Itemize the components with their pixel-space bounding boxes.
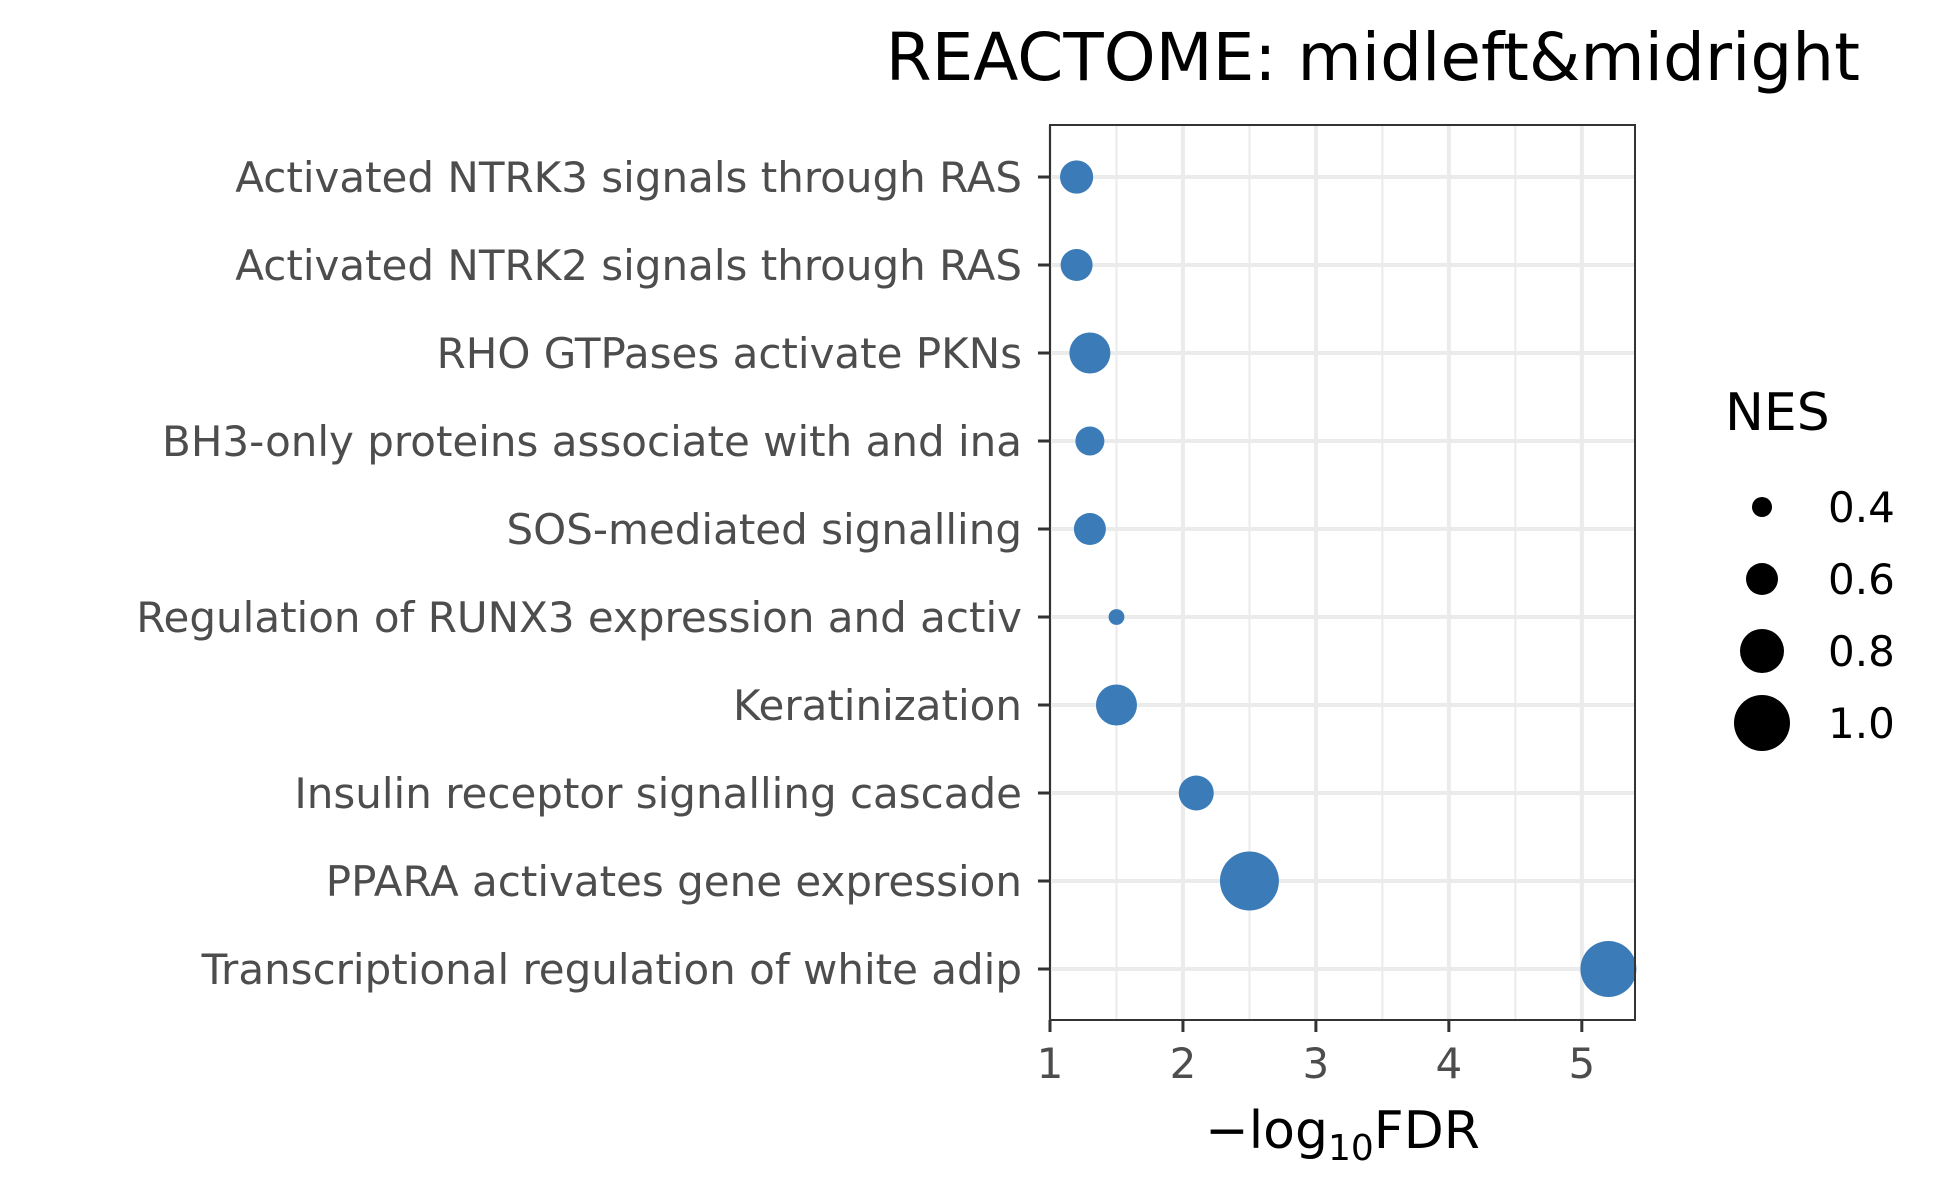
data-point bbox=[1219, 851, 1279, 911]
x-tick-label: 1 bbox=[1037, 1039, 1064, 1088]
data-point bbox=[1178, 775, 1214, 811]
x-axis-title: −log10FDR bbox=[1205, 1101, 1480, 1169]
y-tick-label: Activated NTRK3 signals through RAS bbox=[235, 153, 1022, 202]
data-point bbox=[1069, 332, 1111, 374]
y-tick-label: Insulin receptor signalling cascade bbox=[294, 769, 1022, 818]
y-tick-label: Regulation of RUNX3 expression and activ bbox=[136, 593, 1022, 642]
data-point bbox=[1073, 513, 1106, 545]
legend-key bbox=[1734, 695, 1790, 751]
y-tick-label: PPARA activates gene expression bbox=[326, 857, 1022, 906]
plot-panel bbox=[1050, 125, 1635, 1020]
y-tick-label: Activated NTRK2 signals through RAS bbox=[235, 241, 1022, 290]
x-tick-label: 3 bbox=[1303, 1039, 1330, 1088]
legend-key bbox=[1746, 563, 1778, 595]
plot-border bbox=[1049, 124, 1636, 1021]
x-tick-label: 5 bbox=[1568, 1039, 1595, 1088]
y-tick-label: Transcriptional regulation of white adip bbox=[201, 945, 1022, 994]
chart-title: REACTOME: midleft&midright bbox=[886, 19, 1860, 96]
legend-key bbox=[1752, 497, 1772, 517]
data-point bbox=[1075, 426, 1105, 456]
data-point bbox=[1095, 684, 1137, 726]
legend-label: 0.6 bbox=[1828, 555, 1895, 604]
y-tick-label: SOS-mediated signalling bbox=[506, 505, 1022, 554]
x-tick-label: 4 bbox=[1435, 1039, 1462, 1088]
data-point bbox=[1060, 249, 1093, 281]
data-point bbox=[1059, 160, 1094, 194]
data-point bbox=[1108, 609, 1125, 625]
legend-label: 0.8 bbox=[1828, 627, 1895, 676]
y-tick-label: RHO GTPases activate PKNs bbox=[437, 329, 1022, 378]
y-tick-label: Keratinization bbox=[733, 681, 1022, 730]
legend-title: NES bbox=[1725, 383, 1830, 443]
y-tick-label: BH3-only proteins associate with and ina bbox=[162, 417, 1022, 466]
legend-label: 1.0 bbox=[1828, 699, 1895, 748]
legend-label: 0.4 bbox=[1828, 483, 1895, 532]
legend-key bbox=[1740, 629, 1784, 673]
x-tick-label: 2 bbox=[1170, 1039, 1197, 1088]
data-point bbox=[1580, 941, 1637, 997]
